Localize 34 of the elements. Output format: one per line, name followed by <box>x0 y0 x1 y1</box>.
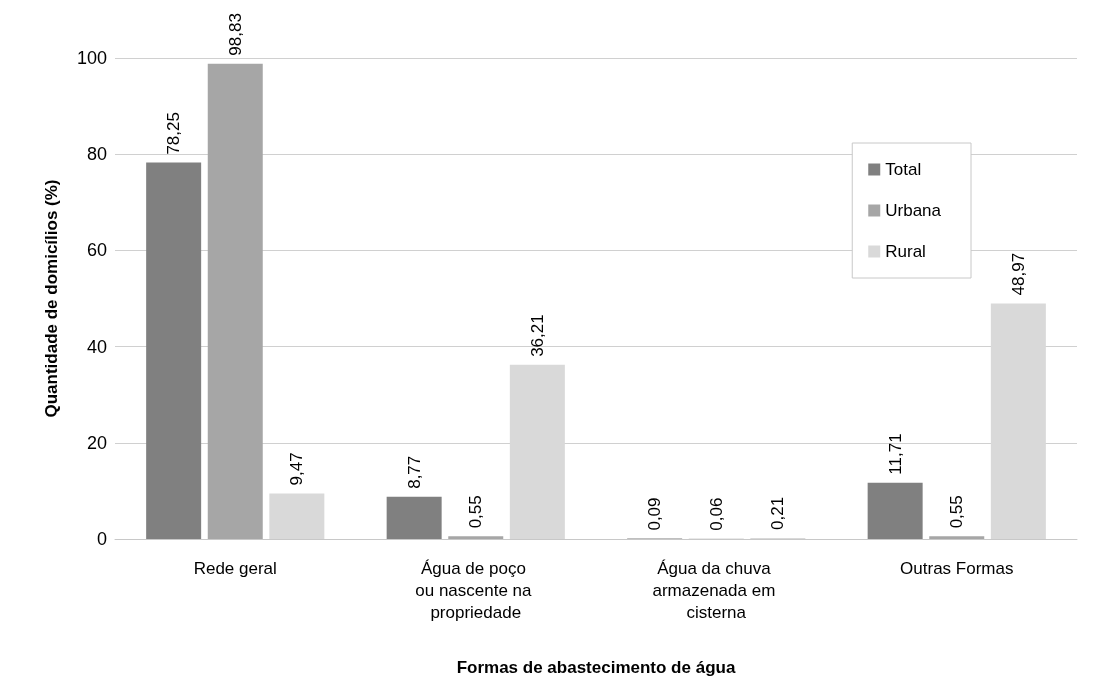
y-tick-label: 0 <box>96 529 107 549</box>
bar <box>867 482 923 539</box>
bar <box>146 162 202 539</box>
data-label: 0,06 <box>706 497 726 531</box>
bar <box>269 493 325 539</box>
bar <box>207 63 263 539</box>
data-label: 98,83 <box>225 13 245 56</box>
y-tick-label: 20 <box>86 432 107 453</box>
x-tick-label: Rede geral <box>193 558 277 578</box>
x-tick-label: Água da chuva armazenada em cisterna <box>652 558 781 622</box>
legend-label: Total <box>885 160 922 179</box>
bar <box>929 536 985 539</box>
data-label: 0,21 <box>768 496 788 530</box>
legend-label: Urbana <box>885 201 942 220</box>
data-label: 9,47 <box>287 452 307 486</box>
data-label: 0,55 <box>947 495 967 529</box>
bar <box>386 496 442 539</box>
data-label: 0,09 <box>645 497 665 531</box>
y-tick-label: 100 <box>76 48 107 68</box>
legend-label: Rural <box>885 242 926 261</box>
data-label: 8,77 <box>404 455 424 489</box>
y-tick-label: 80 <box>86 144 107 165</box>
data-label: 11,71 <box>885 433 905 475</box>
y-axis-title: Quantidade de domicílios (%) <box>42 179 61 418</box>
y-tick-label: 40 <box>86 336 107 357</box>
data-label: 48,97 <box>1008 252 1028 296</box>
x-tick-label: Outras Formas <box>900 558 1014 578</box>
x-tick-label: Água de poço ou nascente na propriedade <box>415 558 537 622</box>
data-label: 0,55 <box>466 495 486 529</box>
x-axis-title: Formas de abastecimento de água <box>456 658 736 677</box>
data-label: 36,21 <box>527 314 547 357</box>
y-tick-label: 60 <box>86 240 107 261</box>
data-label: 78,25 <box>164 112 184 155</box>
bar <box>448 536 504 539</box>
